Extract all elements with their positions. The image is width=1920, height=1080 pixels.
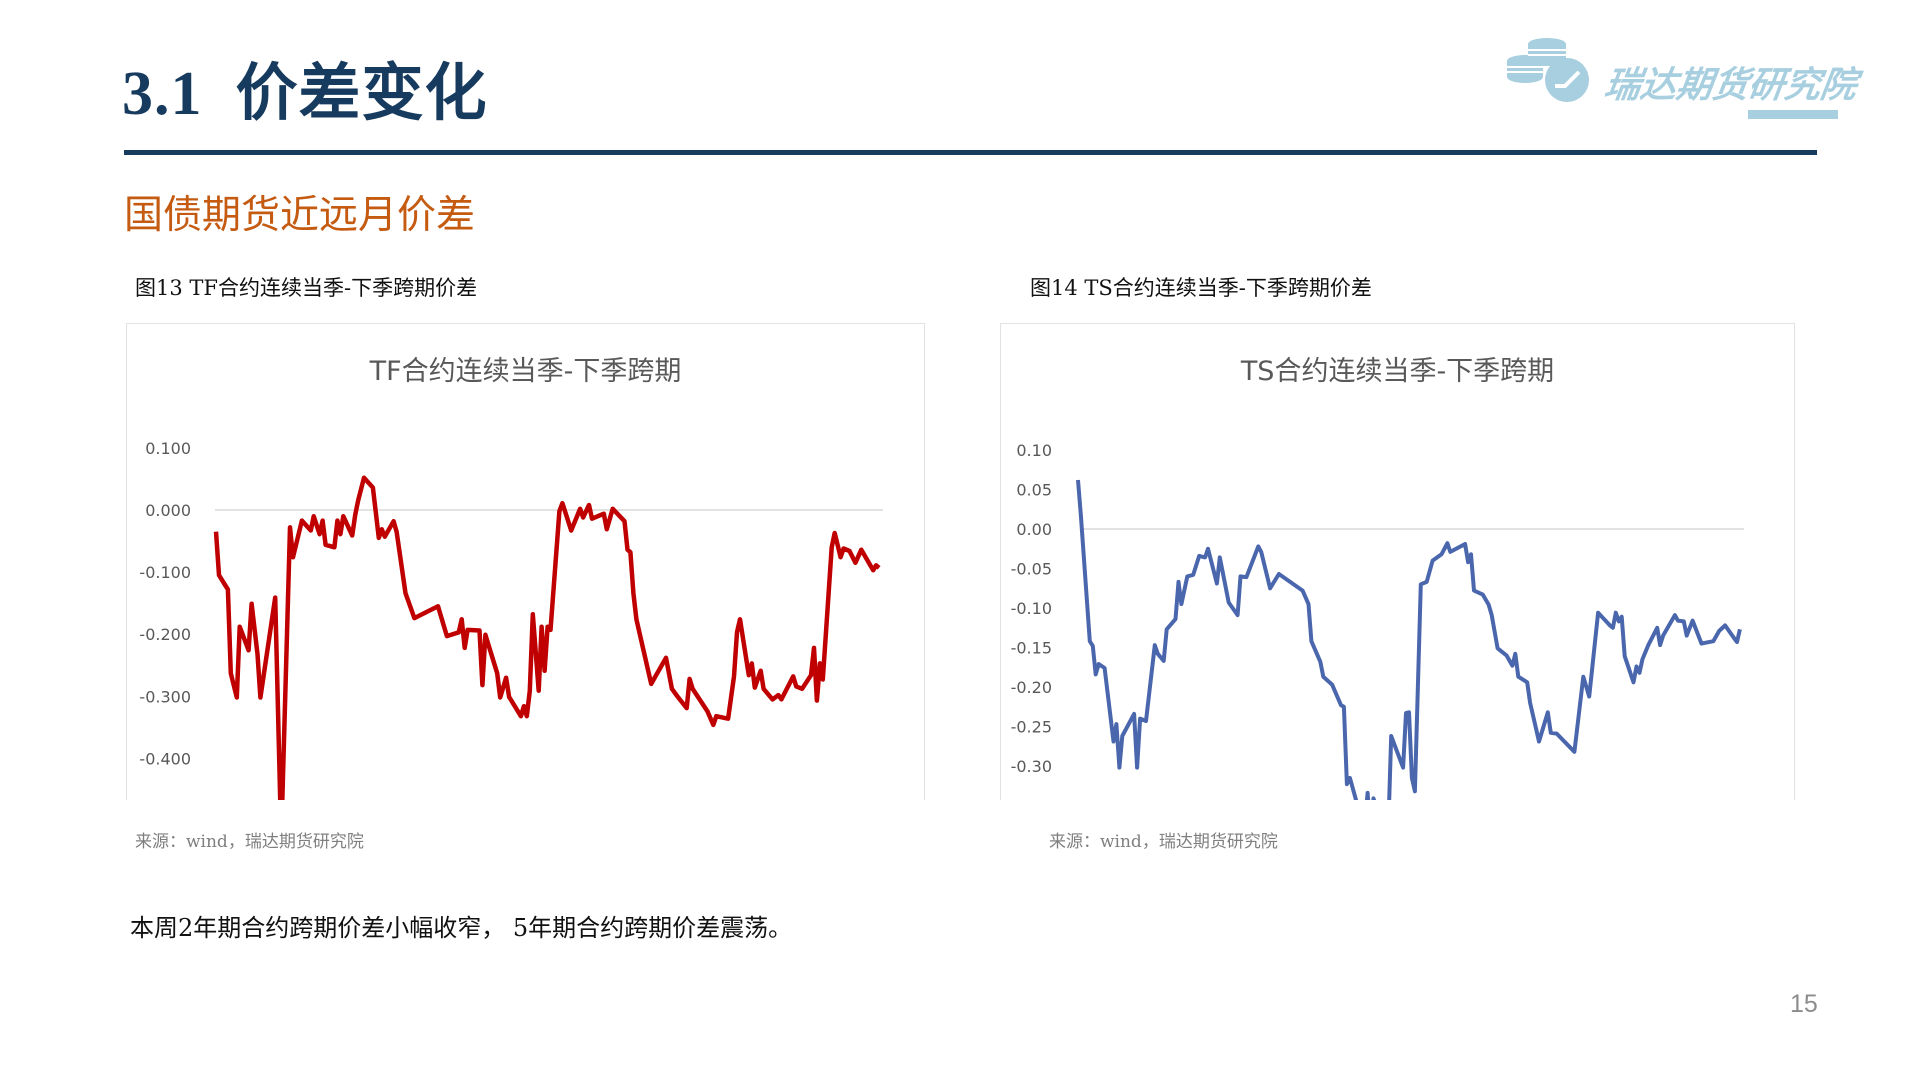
page-number: 15 — [1790, 990, 1818, 1018]
y-tick-label: -0.15 — [1011, 639, 1052, 658]
page-title: 3.1 价差变化 — [122, 60, 488, 128]
chart-svg: TF合约连续当季-下季跨期 0.100 0.000 -0.100 -0.200 -0.30… — [139, 356, 883, 800]
chart-title: TS合约连续当季-下季跨期 — [1240, 356, 1554, 387]
summary-text: 本周2年期合约跨期价差小幅收窄， 5年期合约跨期价差震荡。 — [130, 914, 793, 942]
y-tick-label: -0.30 — [1011, 757, 1052, 776]
series-line — [1076, 479, 1742, 800]
y-tick-label: 0.10 — [1016, 441, 1052, 460]
y-tick-label: -0.25 — [1011, 718, 1052, 737]
figure-14-caption: 图14 TS合约连续当季-下季跨期价差 — [1030, 276, 1372, 300]
y-tick-label: -0.300 — [139, 687, 191, 706]
y-tick-label: 0.100 — [145, 439, 191, 458]
chart-svg: TS合约连续当季-下季跨期 0.10 0.05 0.00 -0.05 -0.10 -0.15… — [1011, 356, 1744, 801]
y-tick-label: -0.200 — [139, 625, 191, 644]
company-logo: 瑞达期货研究院 — [1505, 36, 1859, 122]
y-tick-label: 0.05 — [1016, 481, 1052, 500]
y-tick-label: -0.05 — [1011, 560, 1052, 579]
figure-14-source: 来源：wind，瑞达期货研究院 — [1049, 832, 1278, 852]
figure-13-source: 来源：wind，瑞达期货研究院 — [135, 832, 364, 852]
logo-underline — [1748, 110, 1838, 119]
y-tick-label: 0.00 — [1016, 520, 1052, 539]
y-tick-label: -0.20 — [1011, 678, 1052, 697]
y-tick-label: -0.100 — [139, 563, 191, 582]
coins-check-icon — [1507, 38, 1589, 102]
ts-spread-chart: TS合约连续当季-下季跨期 0.10 0.05 0.00 -0.05 -0.10 -0.15… — [1000, 323, 1795, 800]
figure-13-caption: 图13 TF合约连续当季-下季跨期价差 — [135, 276, 478, 300]
y-tick-label: 0.000 — [145, 501, 191, 520]
section-title: 国债期货近远月价差 — [124, 193, 476, 238]
tf-spread-chart: TF合约连续当季-下季跨期 0.100 0.000 -0.100 -0.200 -0.30… — [126, 323, 925, 800]
y-tick-label: -0.400 — [139, 749, 191, 768]
logo-text: 瑞达期货研究院 — [1601, 65, 1860, 106]
title-divider — [124, 150, 1817, 155]
y-tick-label: -0.35 — [1011, 797, 1052, 801]
chart-title: TF合约连续当季-下季跨期 — [369, 356, 682, 387]
series-line — [213, 475, 881, 800]
y-tick-label: -0.10 — [1011, 599, 1052, 618]
